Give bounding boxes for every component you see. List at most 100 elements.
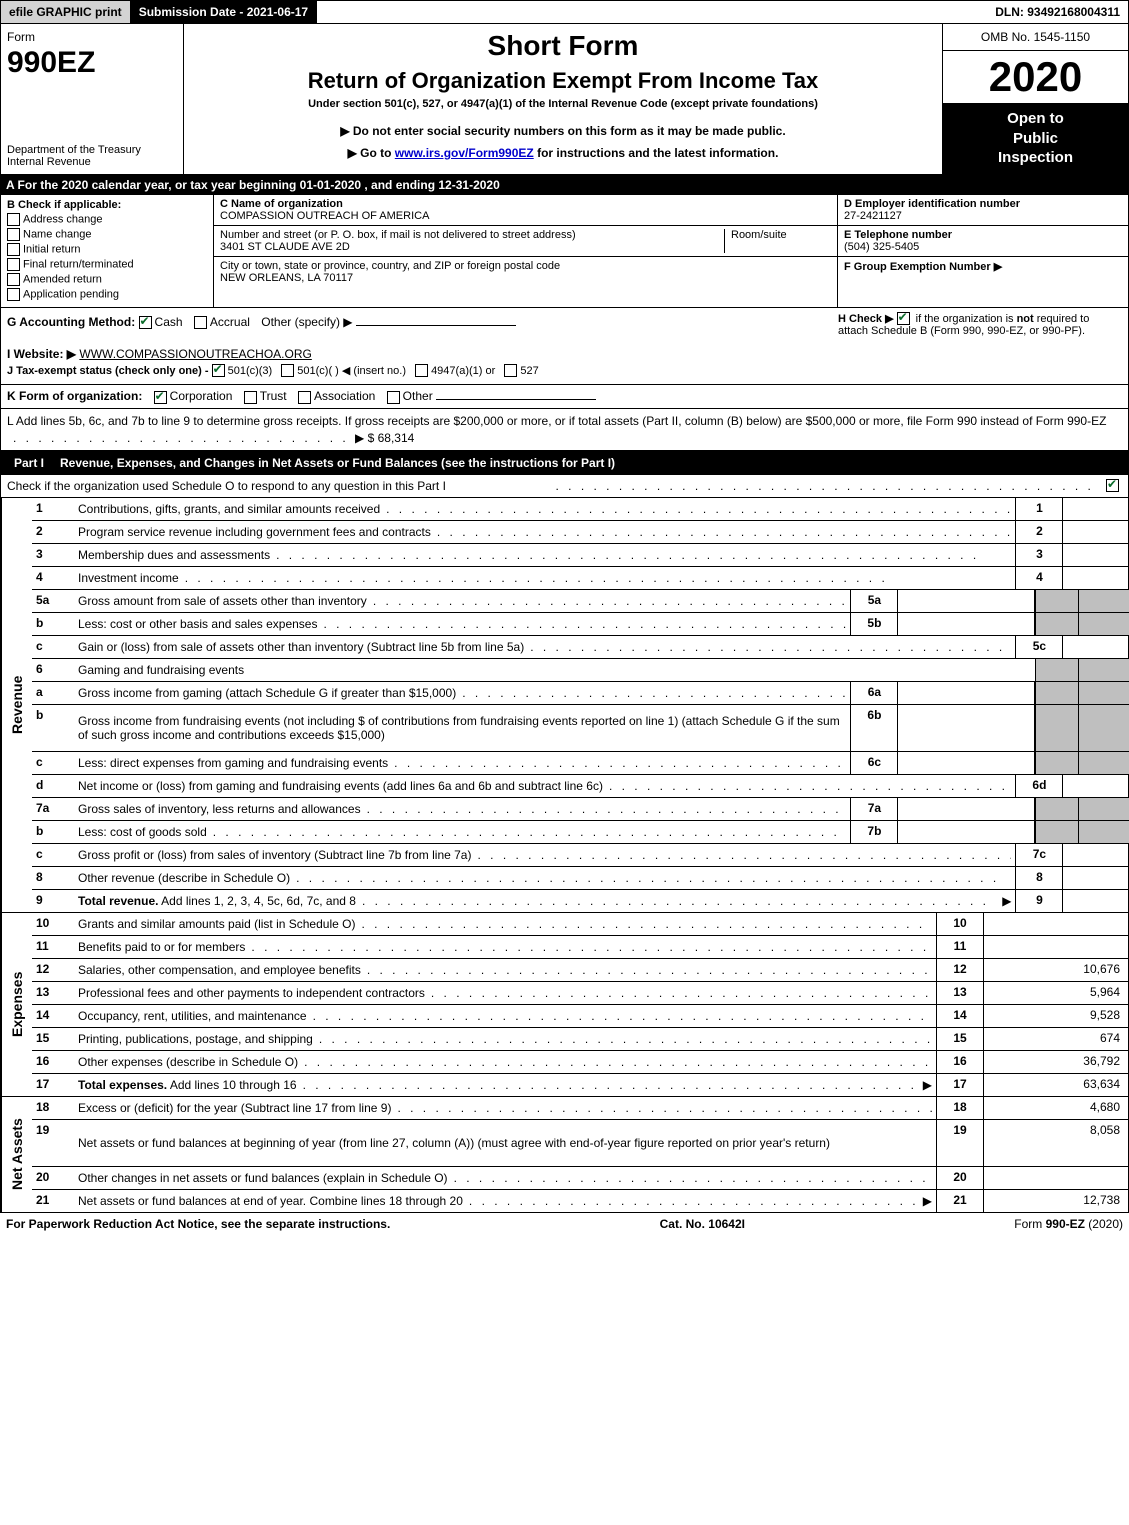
cb-part1[interactable]	[1106, 479, 1119, 492]
line-number: b	[32, 705, 74, 751]
cb-final-return[interactable]: Final return/terminated	[7, 258, 207, 271]
cb-association[interactable]	[298, 391, 311, 404]
line-number: c	[32, 844, 74, 866]
column-value: 674	[983, 1028, 1128, 1050]
line-number: 12	[32, 959, 74, 981]
column-number: 3	[1015, 544, 1062, 566]
column-number: 21	[936, 1190, 983, 1212]
sub-line-number: 6c	[850, 752, 898, 774]
org-street: 3401 ST CLAUDE AVE 2D	[220, 241, 350, 253]
line-number: 21	[32, 1190, 74, 1212]
line-description: Gross income from gaming (attach Schedul…	[74, 682, 850, 704]
cb-h[interactable]	[897, 312, 910, 325]
line-description: Contributions, gifts, grants, and simila…	[74, 498, 1015, 520]
expenses-section: Expenses 10Grants and similar amounts pa…	[0, 913, 1129, 1097]
cb-name-change[interactable]: Name change	[7, 228, 207, 241]
line-row: 11Benefits paid to or for members11	[32, 936, 1128, 959]
k-other-line[interactable]	[436, 399, 596, 400]
cb-527[interactable]	[504, 364, 517, 377]
form-header: Form 990EZ Department of the Treasury In…	[0, 24, 1129, 175]
line-number: b	[32, 821, 74, 843]
efile-print-button[interactable]: efile GRAPHIC print	[1, 1, 131, 23]
line-row: 10Grants and similar amounts paid (list …	[32, 913, 1128, 936]
shaded-cell	[1035, 705, 1079, 751]
org-city: NEW ORLEANS, LA 70117	[220, 272, 353, 284]
line-number: 9	[32, 890, 74, 912]
cb-initial-return[interactable]: Initial return	[7, 243, 207, 256]
line-description: Investment income	[74, 567, 1015, 589]
k-label: K Form of organization:	[7, 389, 142, 403]
d-cell: D Employer identification number 27-2421…	[838, 195, 1128, 226]
footer-left: For Paperwork Reduction Act Notice, see …	[6, 1217, 390, 1231]
sub-line-value	[898, 590, 1035, 612]
part1-check-row: Check if the organization used Schedule …	[0, 475, 1129, 498]
line-number: 19	[32, 1120, 74, 1166]
g-other-line[interactable]	[356, 325, 516, 326]
line-description: Benefits paid to or for members	[74, 936, 936, 958]
city-row: City or town, state or province, country…	[214, 257, 837, 287]
line-description: Less: cost of goods sold	[74, 821, 850, 843]
org-name-cell: C Name of organization COMPASSION OUTREA…	[214, 195, 837, 226]
b-label: B Check if applicable:	[7, 199, 207, 211]
f-label: F Group Exemption Number ▶	[844, 261, 1002, 273]
cb-application-pending[interactable]: Application pending	[7, 288, 207, 301]
cb-address-change[interactable]: Address change	[7, 213, 207, 226]
line-description: Other revenue (describe in Schedule O)	[74, 867, 1015, 889]
expenses-label: Expenses	[1, 913, 32, 1096]
cb-amended-return[interactable]: Amended return	[7, 273, 207, 286]
j-label: J Tax-exempt status (check only one) -	[7, 365, 209, 377]
cb-other-org[interactable]	[387, 391, 400, 404]
revenue-body: 1Contributions, gifts, grants, and simil…	[32, 498, 1129, 912]
line-row: 16Other expenses (describe in Schedule O…	[32, 1051, 1128, 1074]
ssn-notice: ▶ Do not enter social security numbers o…	[196, 124, 930, 138]
line-description: Less: direct expenses from gaming and fu…	[74, 752, 850, 774]
line-description: Total revenue. Add lines 1, 2, 3, 4, 5c,…	[74, 890, 1015, 912]
form-number: 990EZ	[7, 46, 177, 80]
column-number: 5c	[1015, 636, 1062, 658]
website-url[interactable]: WWW.COMPASSIONOUTREACHOA.ORG	[79, 347, 311, 361]
line-description: Occupancy, rent, utilities, and maintena…	[74, 1005, 936, 1027]
netassets-body: 18Excess or (deficit) for the year (Subt…	[32, 1097, 1128, 1212]
column-value	[1062, 867, 1129, 889]
shaded-cell	[1035, 613, 1079, 635]
addr-row: Number and street (or P. O. box, if mail…	[214, 226, 837, 257]
j-row: J Tax-exempt status (check only one) - 5…	[7, 364, 1122, 378]
dln-label: DLN: 93492168004311	[987, 1, 1128, 23]
line-row: 17Total expenses. Add lines 10 through 1…	[32, 1074, 1128, 1096]
form-subtitle: Return of Organization Exempt From Incom…	[196, 68, 930, 94]
cb-trust[interactable]	[244, 391, 257, 404]
sub-line-value	[898, 682, 1035, 704]
line-number: 16	[32, 1051, 74, 1073]
shaded-cell	[1079, 590, 1129, 612]
k-row: K Form of organization: Corporation Trus…	[0, 385, 1129, 408]
sub-line-value	[898, 705, 1035, 751]
phone: (504) 325-5405	[844, 241, 919, 253]
arrow-icon: ▶	[1002, 894, 1011, 908]
line-row: 4Investment income4	[32, 567, 1129, 590]
meta-block: G Accounting Method: Cash Accrual Other …	[0, 308, 1129, 386]
cb-501c[interactable]	[281, 364, 294, 377]
sub-line-number: 5a	[850, 590, 898, 612]
line-number: 11	[32, 936, 74, 958]
column-value: 23,314	[1062, 521, 1129, 543]
column-value: 63,634	[983, 1074, 1128, 1096]
cb-4947[interactable]	[415, 364, 428, 377]
cb-501c3[interactable]	[212, 364, 225, 377]
cb-accrual[interactable]	[194, 316, 207, 329]
shaded-cell	[1035, 752, 1079, 774]
line-description: Program service revenue including govern…	[74, 521, 1015, 543]
line-number: 17	[32, 1074, 74, 1096]
line-row: 14Occupancy, rent, utilities, and mainte…	[32, 1005, 1128, 1028]
shaded-cell	[1079, 752, 1129, 774]
column-value: 68,314	[1062, 890, 1129, 912]
cb-cash[interactable]	[139, 316, 152, 329]
submission-date-button[interactable]: Submission Date - 2021-06-17	[131, 1, 317, 23]
line-row: dNet income or (loss) from gaming and fu…	[32, 775, 1129, 798]
goto-prefix: ▶ Go to	[348, 146, 395, 160]
line-number: d	[32, 775, 74, 797]
irs-link[interactable]: www.irs.gov/Form990EZ	[395, 146, 534, 160]
column-number: 17	[936, 1074, 983, 1096]
cb-corporation[interactable]	[154, 391, 167, 404]
line-row: cLess: direct expenses from gaming and f…	[32, 752, 1129, 775]
column-value	[983, 936, 1128, 958]
